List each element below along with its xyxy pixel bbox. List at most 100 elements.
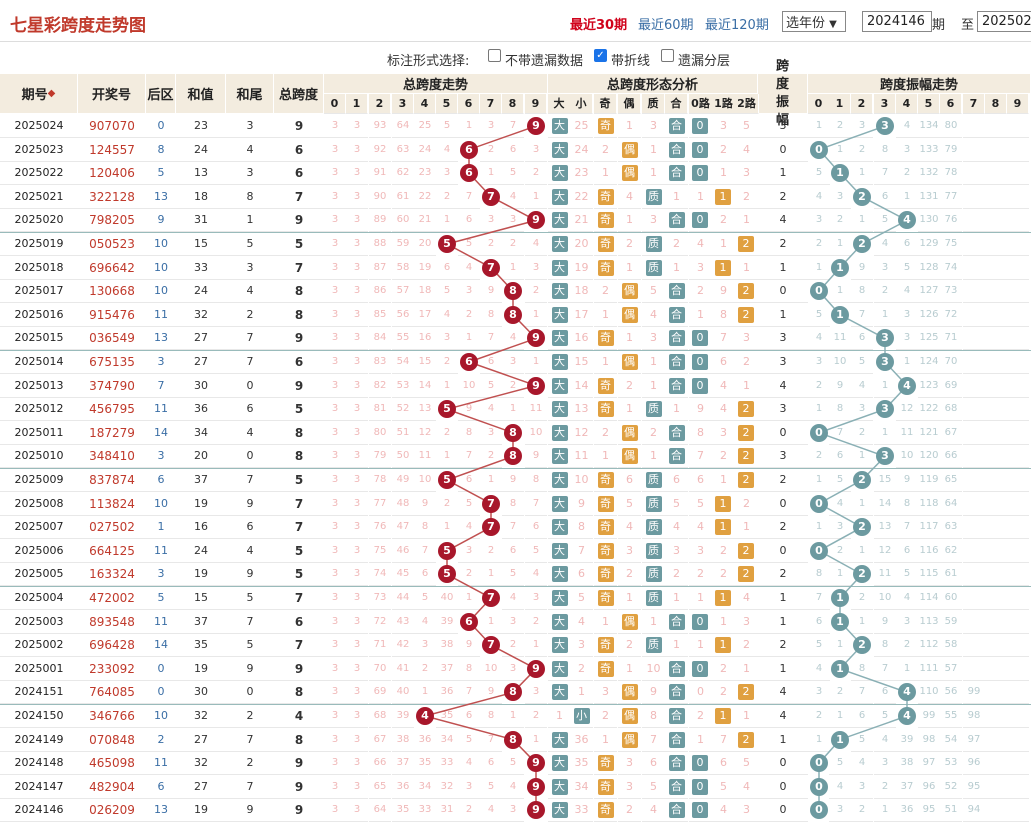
form-cell: 9 bbox=[642, 680, 665, 705]
period-120-link[interactable]: 最近120期 bbox=[705, 18, 769, 33]
amp-omission-cell bbox=[985, 728, 1007, 752]
form-cell: 21 bbox=[570, 208, 593, 233]
omission-cell: 2 bbox=[480, 138, 502, 162]
form-tag: 偶 bbox=[621, 448, 638, 465]
form-tag: 奇 bbox=[597, 755, 614, 772]
form-tag: 大 bbox=[551, 684, 568, 701]
form-cell: 合 bbox=[665, 138, 688, 162]
tail-cell: 6 bbox=[226, 397, 274, 422]
tail-cell: 9 bbox=[226, 562, 274, 587]
amp-cell: 0 bbox=[758, 421, 808, 445]
omission-cell: 3 bbox=[324, 728, 346, 752]
amp-omission-cell: 3 bbox=[851, 114, 873, 138]
form-cell: 3 bbox=[594, 680, 617, 705]
omission-cell: 9 bbox=[414, 492, 436, 516]
period-60-link[interactable]: 最近60期 bbox=[638, 18, 694, 33]
form-cell: 2 bbox=[618, 798, 641, 823]
amp-omission-cell: 121 bbox=[918, 421, 940, 445]
form-cell: 大 bbox=[548, 444, 571, 469]
issue-cell: 2025019 bbox=[0, 232, 78, 256]
span-ball: 9 bbox=[527, 211, 545, 230]
amp-omission-cell: 5 bbox=[808, 161, 830, 186]
back-cell: 9 bbox=[146, 208, 176, 233]
omission-cell: 37 bbox=[392, 751, 414, 776]
form-cell: 大 bbox=[548, 421, 571, 445]
polyline-checkbox[interactable]: ✓ bbox=[594, 49, 607, 62]
form-cell: 1 bbox=[618, 326, 641, 351]
trend-digit-header: 9 bbox=[525, 94, 547, 114]
form-tag: 质 bbox=[645, 401, 662, 418]
span-ball: 8 bbox=[504, 282, 522, 301]
form-tag: 大 bbox=[551, 401, 568, 418]
form-cell: 7 bbox=[712, 728, 735, 752]
form-cell: 4 bbox=[735, 586, 758, 610]
amp-ball: 0 bbox=[810, 494, 828, 513]
amp-omission-cell: 2 bbox=[808, 374, 830, 398]
amp-ball: 1 bbox=[831, 164, 849, 183]
no-omission-checkbox[interactable] bbox=[488, 49, 501, 62]
amp-omission-cell bbox=[1007, 444, 1029, 469]
omission-cell: 5 bbox=[502, 751, 524, 776]
form-tag: 大 bbox=[551, 141, 568, 158]
span-ball: 9 bbox=[527, 329, 545, 348]
span-cell: 5 bbox=[274, 397, 324, 422]
form-cell: 奇 bbox=[594, 492, 617, 516]
issue-cell: 2025018 bbox=[0, 256, 78, 280]
to-issue-input[interactable] bbox=[977, 11, 1031, 32]
amp-omission-cell bbox=[1007, 704, 1029, 728]
form-cell: 5 bbox=[735, 114, 758, 138]
amp-omission-cell: 1 bbox=[808, 397, 830, 422]
form-tag: 奇 bbox=[597, 542, 614, 559]
amp-omission-cell: 65 bbox=[940, 468, 962, 492]
amp-omission-cell bbox=[963, 232, 985, 256]
amp-omission-cell: 4 bbox=[808, 185, 830, 209]
omission-cell: 12 bbox=[414, 421, 436, 445]
form-tag: 奇 bbox=[597, 519, 614, 536]
form-cell: 质 bbox=[642, 586, 665, 610]
sum-cell: 30 bbox=[176, 374, 226, 398]
amp-omission-cell bbox=[985, 421, 1007, 445]
span-cell: 8 bbox=[274, 421, 324, 445]
form-cell: 奇 bbox=[594, 208, 617, 233]
amp-ball: 4 bbox=[898, 376, 916, 395]
omission-cell: 3 bbox=[346, 326, 368, 351]
form-cell: 大 bbox=[548, 586, 571, 610]
layered-checkbox[interactable] bbox=[661, 49, 674, 62]
omission-cell: 93 bbox=[369, 114, 391, 138]
form-cell: 质 bbox=[642, 232, 665, 256]
form-cell: 大 bbox=[548, 633, 571, 658]
amp-omission-cell bbox=[963, 185, 985, 209]
amp-omission-cell bbox=[963, 539, 985, 563]
amp-omission-cell: 8 bbox=[896, 492, 918, 516]
issue-header[interactable]: 期号 ◆ bbox=[0, 74, 78, 114]
omission-cell: 3 bbox=[346, 374, 368, 398]
omission-cell: 3 bbox=[346, 468, 368, 492]
amp-ball: 2 bbox=[853, 235, 871, 253]
form-cell: 大 bbox=[548, 350, 571, 374]
omission-cell: 4 bbox=[502, 586, 524, 610]
year-select[interactable]: 选年份 ▼ bbox=[782, 11, 846, 32]
period-30-link[interactable]: 最近30期 bbox=[570, 18, 628, 33]
span-ball: 6 bbox=[460, 164, 478, 183]
from-issue-input[interactable] bbox=[862, 11, 932, 32]
amp-cell: 2 bbox=[758, 515, 808, 540]
form-cell: 合 bbox=[665, 680, 688, 705]
omission-cell: 81 bbox=[369, 397, 391, 422]
omission-cell: 74 bbox=[369, 562, 391, 587]
omission-cell: 2 bbox=[525, 161, 547, 186]
amp-omission-cell bbox=[1007, 657, 1029, 681]
form-cell: 大 bbox=[548, 185, 571, 209]
amp-omission-cell: 115 bbox=[918, 562, 940, 587]
omission-cell: 3 bbox=[414, 633, 436, 658]
omission-cell: 3 bbox=[502, 610, 524, 634]
back-cell: 3 bbox=[146, 562, 176, 587]
amp-omission-cell: 120 bbox=[918, 444, 940, 469]
amp-cell: 2 bbox=[758, 633, 808, 658]
form-cell: 2 bbox=[594, 279, 617, 304]
omission-cell: 3 bbox=[324, 586, 346, 610]
amp-omission-cell: 4 bbox=[896, 114, 918, 138]
amp-omission-cell bbox=[1007, 539, 1029, 563]
amp-cell: 2 bbox=[758, 562, 808, 587]
amp-omission-cell: 1 bbox=[829, 138, 851, 162]
back-cell: 0 bbox=[146, 680, 176, 705]
